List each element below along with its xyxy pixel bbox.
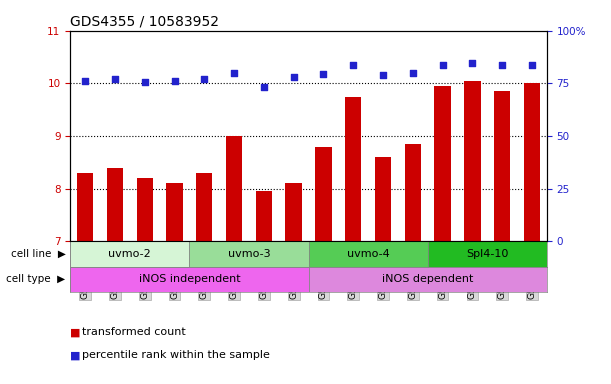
Text: percentile rank within the sample: percentile rank within the sample [82,350,270,360]
Bar [255,191,272,241]
Bar [494,91,510,241]
Point [408,70,418,76]
Point [140,79,150,85]
Point [378,72,388,78]
Bar [345,96,362,241]
Point [229,70,239,76]
Text: cell line  ▶: cell line ▶ [10,249,65,259]
Text: cell type  ▶: cell type ▶ [6,274,65,284]
Text: iNOS independent: iNOS independent [139,274,240,284]
Point [259,83,269,89]
Text: uvmo-4: uvmo-4 [347,249,389,259]
Bar [285,184,302,241]
Bar [434,86,451,241]
Bar [77,173,93,241]
Point [467,60,477,66]
Point [318,71,328,77]
Bar [315,147,332,241]
Text: transformed count: transformed count [82,327,186,337]
Text: GDS4355 / 10583952: GDS4355 / 10583952 [70,14,219,28]
Text: iNOS dependent: iNOS dependent [382,274,474,284]
Bar [107,167,123,241]
Bar [428,241,547,266]
Text: Spl4-10: Spl4-10 [466,249,508,259]
Point [289,74,299,80]
Point [527,62,537,68]
Bar [309,241,428,266]
Bar [70,241,189,266]
Point [199,76,209,82]
Bar [166,184,183,241]
Bar [136,178,153,241]
Bar [464,81,481,241]
Point [110,76,120,82]
Point [80,78,90,84]
Text: uvmo-2: uvmo-2 [109,249,151,259]
Bar [375,157,391,241]
Point [170,78,180,84]
Bar [404,144,421,241]
Bar [309,266,547,292]
Text: ■: ■ [70,350,81,360]
Point [497,62,507,68]
Point [437,62,447,68]
Bar [189,241,309,266]
Text: uvmo-3: uvmo-3 [228,249,270,259]
Bar [196,173,213,241]
Bar [70,266,309,292]
Point [348,62,358,68]
Text: ■: ■ [70,327,81,337]
Bar [226,136,243,241]
Bar [524,83,540,241]
